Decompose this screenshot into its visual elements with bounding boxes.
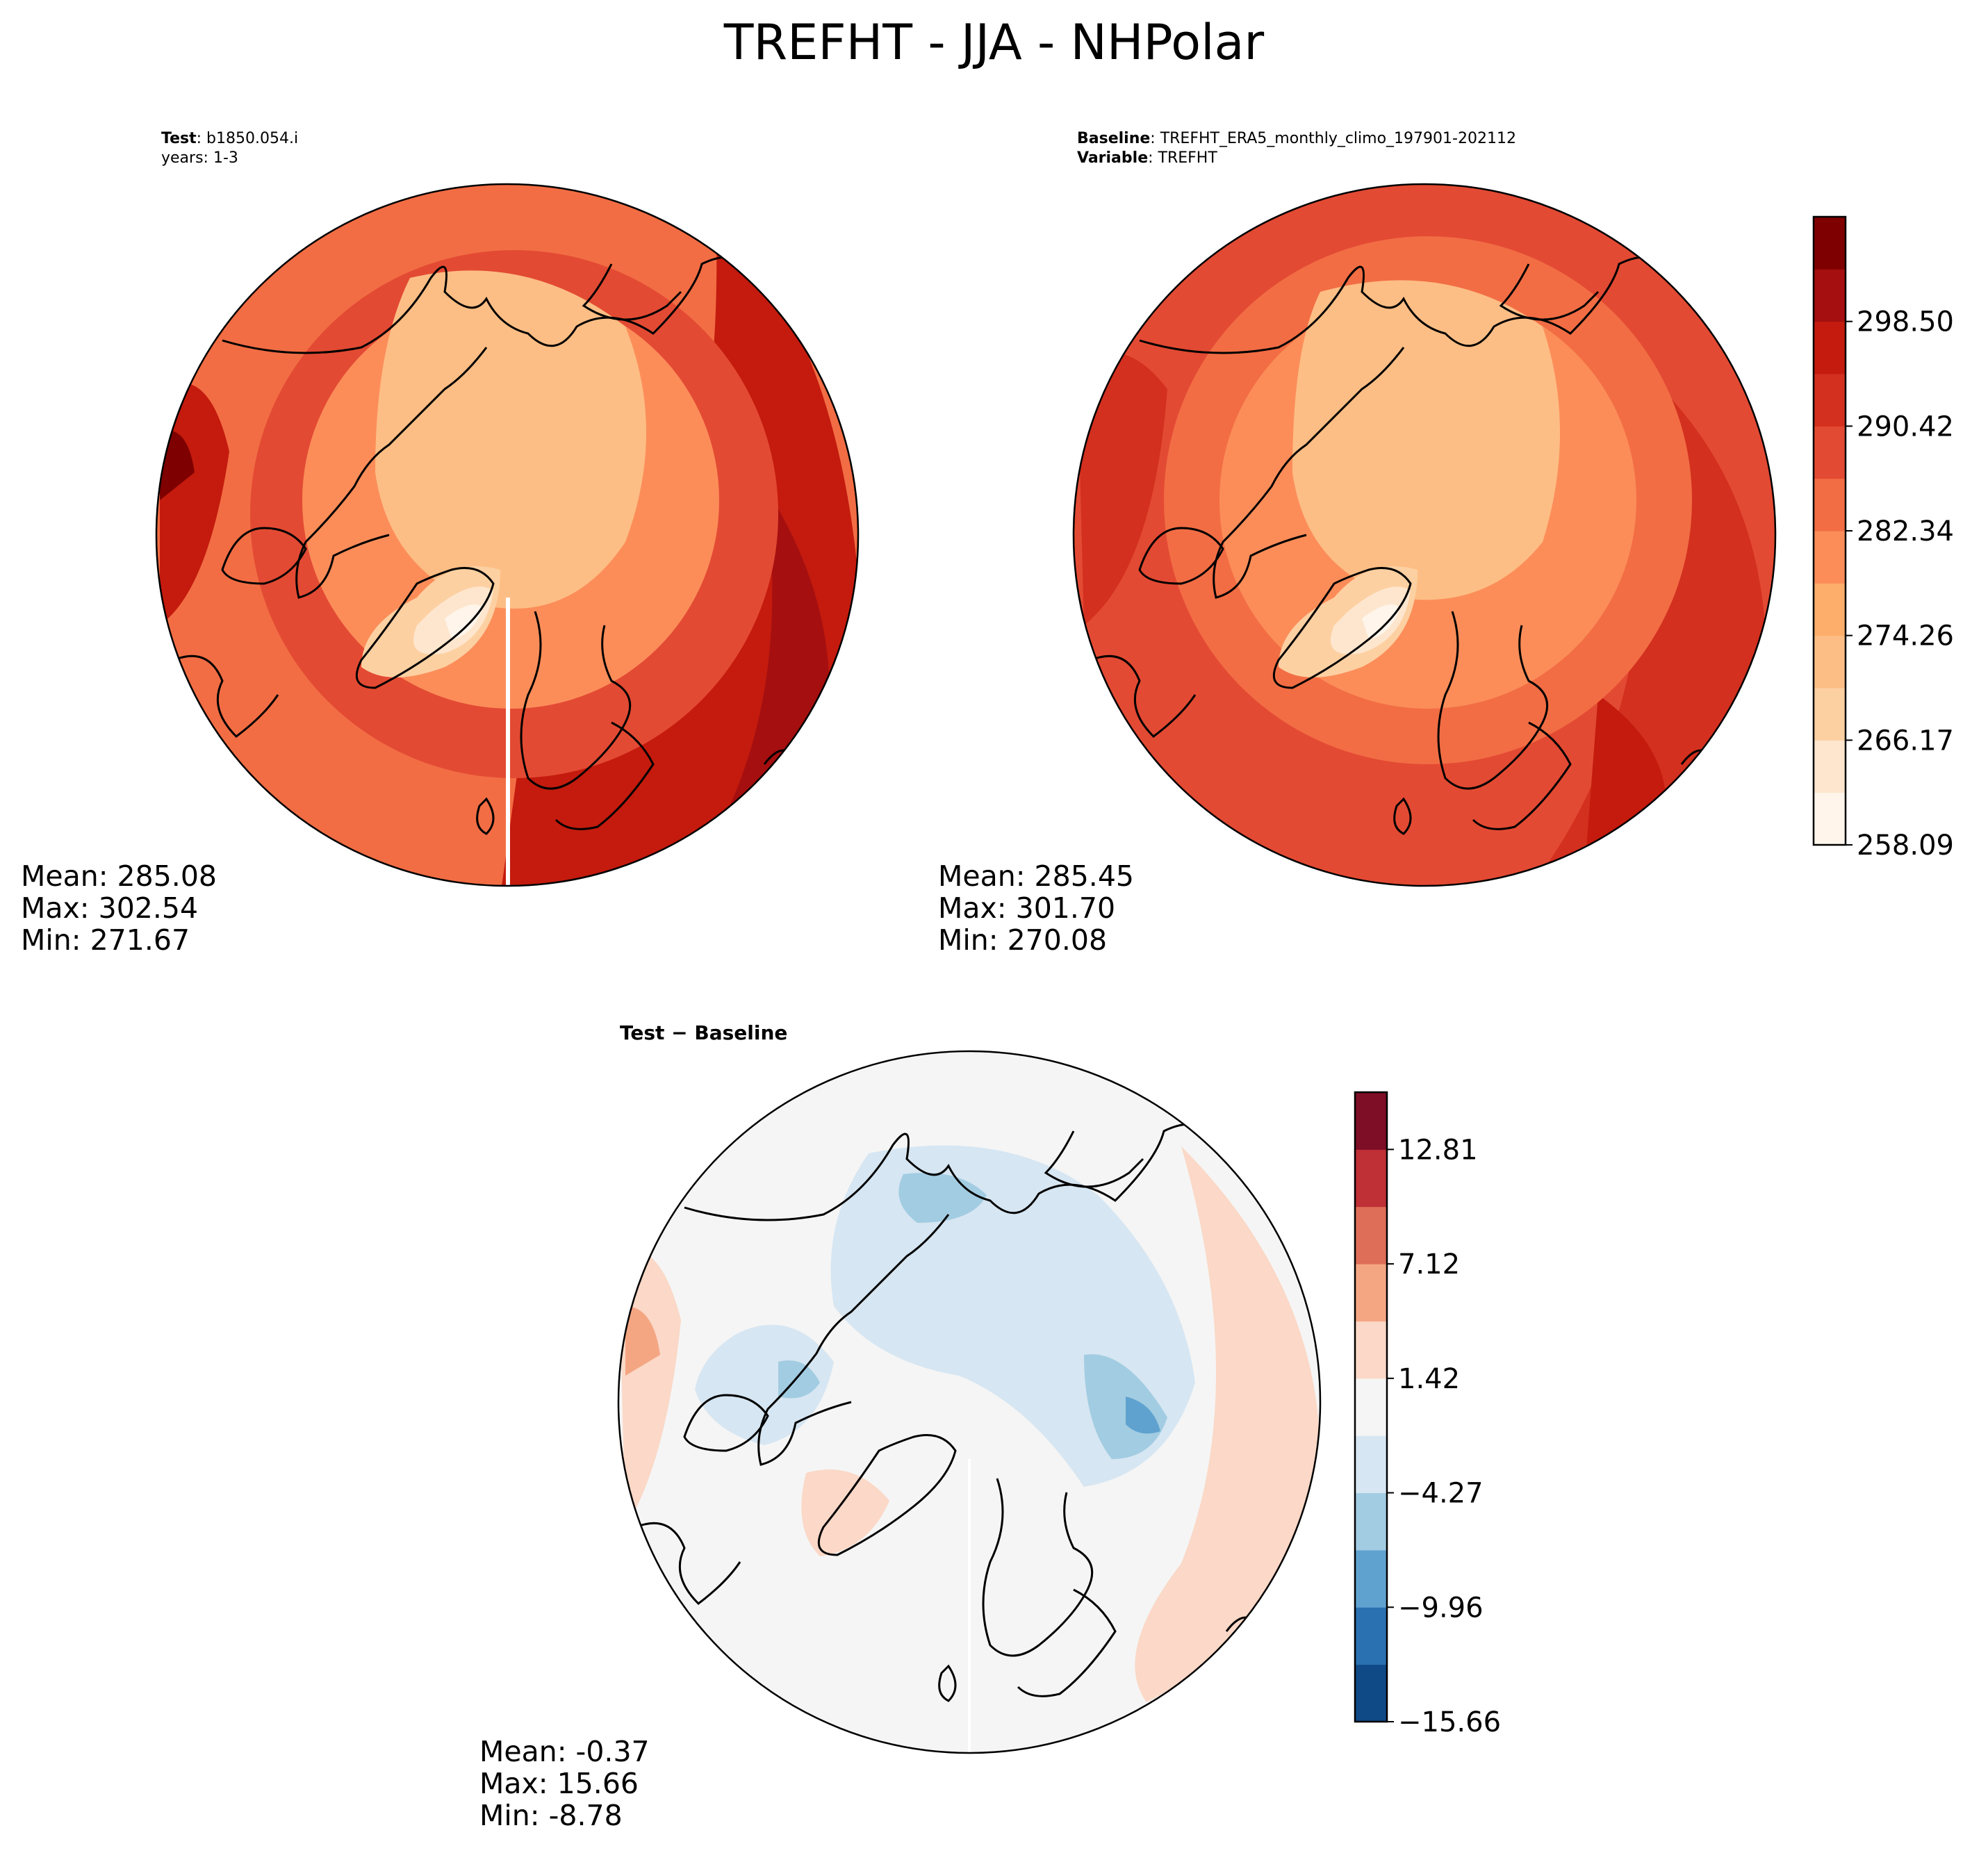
diff-colorbar-tick-label: −4.27 bbox=[1398, 1478, 1484, 1510]
abs-colorbar-swatch bbox=[1814, 792, 1846, 846]
abs-colorbar-tick-label: 298.50 bbox=[1857, 306, 1954, 338]
difference-band-warm-east bbox=[1135, 1146, 1320, 1702]
baseline-map bbox=[1072, 183, 1777, 887]
baseline-caption-value: TREFHT_ERA5_monthly_climo_197901-202112 bbox=[1160, 130, 1516, 147]
abs-colorbar-swatch bbox=[1814, 217, 1846, 270]
difference-title: Test − Baseline bbox=[620, 1021, 787, 1044]
baseline-variable-value: TREFHT bbox=[1158, 149, 1217, 167]
baseline-variable-label: Variable bbox=[1077, 149, 1149, 167]
diff-colorbar-tick-label: −15.66 bbox=[1398, 1706, 1501, 1738]
difference-title-baseline: Baseline bbox=[694, 1021, 788, 1044]
test-min: Min: 271.67 bbox=[21, 923, 190, 957]
abs-colorbar-tick-label: 266.17 bbox=[1857, 725, 1954, 757]
abs-colorbar-swatch bbox=[1814, 321, 1846, 374]
difference-max: Max: 15.66 bbox=[479, 1767, 639, 1800]
abs-colorbar-tick-label: 290.42 bbox=[1857, 411, 1954, 443]
diff-colorbar-swatch bbox=[1355, 1549, 1387, 1608]
baseline-mean: Mean: 285.45 bbox=[938, 859, 1135, 893]
difference-band-warmer-west bbox=[625, 1306, 660, 1376]
baseline-map-boundary bbox=[1072, 183, 1777, 887]
diff-colorbar-swatch bbox=[1355, 1378, 1387, 1436]
abs-colorbar-swatch bbox=[1814, 269, 1846, 322]
baseline-band-polar bbox=[1292, 280, 1560, 600]
difference-map-fill bbox=[618, 1051, 1320, 1753]
diff-colorbar-swatch bbox=[1355, 1264, 1387, 1321]
difference-mean: Mean: -0.37 bbox=[479, 1735, 650, 1768]
test-map-boundary bbox=[155, 183, 860, 887]
baseline-coastlines bbox=[1090, 256, 1725, 835]
colorbar-difference: −15.66 −9.96 −4.27 1.42 7.12 12.81 bbox=[1354, 1091, 1501, 1738]
difference-stats: Mean: -0.37 Max: 15.66 Min: -8.78 bbox=[479, 1736, 650, 1831]
abs-colorbar-swatch bbox=[1814, 688, 1846, 741]
difference-coastlines bbox=[635, 1123, 1270, 1702]
test-map-seam bbox=[506, 598, 510, 886]
test-map bbox=[155, 183, 860, 887]
difference-map-seam bbox=[968, 1459, 971, 1753]
test-coastlines bbox=[173, 256, 807, 835]
difference-title-sep: − bbox=[664, 1021, 695, 1044]
diff-colorbar-tick-label: 7.12 bbox=[1398, 1249, 1460, 1280]
test-greenland-core bbox=[445, 604, 483, 639]
colorbar-absolute: 258.09 266.17 274.26 282.34 290.42 298.50 bbox=[1812, 215, 1954, 862]
diff-colorbar-swatch bbox=[1355, 1149, 1387, 1208]
diff-colorbar-swatch bbox=[1355, 1664, 1387, 1722]
abs-colorbar-tick-label: 274.26 bbox=[1857, 620, 1954, 652]
figure-title: TREFHT - JJA - NHPolar bbox=[723, 14, 1265, 71]
test-map-fill bbox=[156, 184, 858, 886]
difference-band-colder-west bbox=[778, 1360, 820, 1399]
diff-colorbar-swatch bbox=[1355, 1492, 1387, 1551]
difference-map-boundary bbox=[617, 1050, 1322, 1754]
baseline-max: Max: 301.70 bbox=[938, 891, 1116, 925]
baseline-caption: Baseline: TREFHT_ERA5_monthly_climo_1979… bbox=[1077, 130, 1516, 167]
diff-colorbar-swatch bbox=[1355, 1321, 1387, 1379]
difference-band-coldest-east bbox=[1126, 1397, 1160, 1434]
abs-colorbar-swatch bbox=[1814, 583, 1846, 636]
abs-colorbar-swatch bbox=[1814, 740, 1846, 793]
diff-colorbar-swatch bbox=[1355, 1607, 1387, 1665]
abs-colorbar-swatch bbox=[1814, 531, 1846, 584]
baseline-greenland-core bbox=[1362, 604, 1400, 639]
test-stats: Mean: 285.08 Max: 302.54 Min: 271.67 bbox=[21, 860, 217, 956]
test-caption: Test: b1850.054.i years: 1-3 bbox=[161, 130, 299, 167]
baseline-caption-label: Baseline bbox=[1077, 130, 1151, 147]
abs-colorbar-swatch bbox=[1814, 478, 1846, 532]
diff-colorbar-swatch bbox=[1355, 1092, 1387, 1150]
test-caption-label: Test bbox=[161, 130, 197, 147]
abs-colorbar-swatch bbox=[1814, 426, 1846, 479]
diff-colorbar-swatch bbox=[1355, 1206, 1387, 1265]
abs-colorbar-swatch bbox=[1814, 374, 1846, 427]
abs-colorbar-tick-label: 282.34 bbox=[1857, 516, 1954, 547]
diff-colorbar-frame bbox=[1354, 1091, 1388, 1723]
difference-band-warm-greenland bbox=[801, 1469, 889, 1556]
test-band-hottest-west bbox=[160, 429, 195, 500]
abs-colorbar-swatch bbox=[1814, 635, 1846, 689]
test-caption-value: b1850.054.i bbox=[206, 130, 299, 147]
difference-min: Min: -8.78 bbox=[479, 1799, 623, 1832]
baseline-stats: Mean: 285.45 Max: 301.70 Min: 270.08 bbox=[938, 860, 1134, 956]
test-max: Max: 302.54 bbox=[21, 891, 199, 925]
baseline-min: Min: 270.08 bbox=[938, 923, 1108, 957]
test-mean: Mean: 285.08 bbox=[21, 859, 217, 893]
baseline-map-fill bbox=[1074, 184, 1775, 886]
test-band-polar bbox=[375, 270, 646, 609]
diff-colorbar-tick-label: 12.81 bbox=[1398, 1134, 1478, 1166]
diff-colorbar-swatch bbox=[1355, 1435, 1387, 1494]
difference-band-cool-west bbox=[695, 1324, 834, 1445]
diff-colorbar-tick-label: 1.42 bbox=[1398, 1363, 1460, 1395]
difference-map bbox=[617, 1050, 1322, 1754]
difference-title-test: Test bbox=[620, 1021, 665, 1044]
abs-colorbar-tick-label: 258.09 bbox=[1857, 830, 1954, 862]
test-caption-years: years: 1-3 bbox=[161, 149, 238, 167]
baseline-band-warm-west bbox=[1077, 352, 1167, 625]
diff-colorbar-tick-label: −9.96 bbox=[1398, 1592, 1484, 1624]
difference-band-colder-north bbox=[898, 1173, 987, 1223]
